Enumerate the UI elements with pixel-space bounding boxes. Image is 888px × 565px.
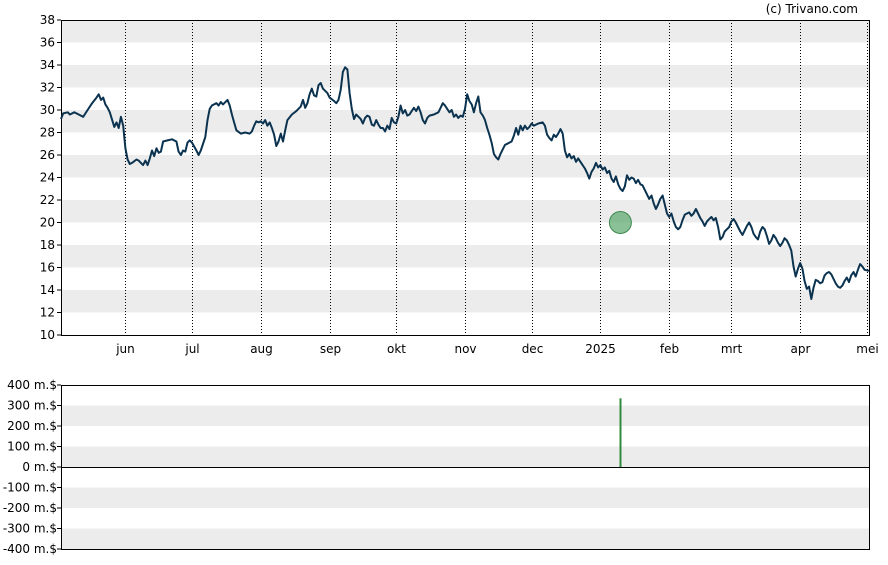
y-tick-label: 24 [40, 171, 55, 185]
x-tick-label: mei [856, 342, 878, 356]
price-grid-band [61, 245, 869, 268]
volume-y-tick-label: 300 m.$ [7, 399, 57, 413]
y-tick-label: 16 [40, 261, 55, 275]
x-tick-label: nov [454, 342, 476, 356]
y-tick-label: 12 [40, 306, 55, 320]
y-tick-label: 36 [40, 36, 55, 50]
price-grid-band [61, 155, 869, 178]
y-tick-label: 26 [40, 148, 55, 162]
volume-grid-band [61, 528, 869, 549]
y-tick-label: 28 [40, 126, 55, 140]
price-grid-band [61, 65, 869, 88]
x-tick-label: feb [660, 342, 679, 356]
price-chart: jun jul aug sep okt nov dec 2025 feb mrt apr mei 10 1… [40, 13, 879, 356]
volume-y-tick-label: -400 m.$ [3, 542, 57, 556]
event-marker [608, 211, 632, 234]
price-grid-band [61, 110, 869, 133]
volume-y-tick-label: -100 m.$ [3, 481, 57, 495]
volume-y-tick-label: -300 m.$ [3, 522, 57, 536]
price-grid-band [61, 200, 869, 223]
volume-y-tick-label: 200 m.$ [7, 419, 57, 433]
volume-y-tick-label: 0 m.$ [22, 460, 57, 474]
x-tick-label: 2025 [585, 342, 616, 356]
y-tick-label: 10 [40, 328, 55, 342]
y-tick-label: 32 [40, 81, 55, 95]
volume-frame [61, 385, 870, 550]
y-tick-label: 18 [40, 238, 55, 252]
x-tick-label: jun [115, 342, 135, 356]
volume-grid-band [61, 487, 869, 508]
x-tick-label: dec [522, 342, 544, 356]
x-tick-label: okt [387, 342, 406, 356]
volume-y-tick-label: -200 m.$ [3, 501, 57, 515]
y-tick-label: 20 [40, 216, 55, 230]
credit-label: (c) Trivano.com [766, 2, 858, 16]
x-tick-label: apr [791, 342, 811, 356]
x-tick-label: sep [320, 342, 341, 356]
volume-chart: -400 m.$ -300 m.$ -200 m.$ -100 m.$ 0 m.$ 100… [3, 378, 870, 556]
y-tick-label: 14 [40, 283, 55, 297]
x-tick-label: mrt [721, 342, 743, 356]
x-tick-label: aug [250, 342, 273, 356]
volume-y-tick-label: 100 m.$ [7, 440, 57, 454]
x-tick-label: jul [184, 342, 199, 356]
price-grid-band [61, 290, 869, 313]
volume-y-tick-label: 400 m.$ [7, 378, 57, 392]
price-grid-band [61, 20, 869, 43]
y-tick-label: 38 [40, 13, 55, 27]
y-tick-label: 22 [40, 193, 55, 207]
price-line [60, 66, 870, 300]
volume-grid-band [61, 405, 869, 426]
y-tick-label: 34 [40, 58, 55, 72]
volume-grid-band [61, 446, 869, 467]
price-frame [61, 20, 870, 336]
y-tick-label: 30 [40, 103, 55, 117]
